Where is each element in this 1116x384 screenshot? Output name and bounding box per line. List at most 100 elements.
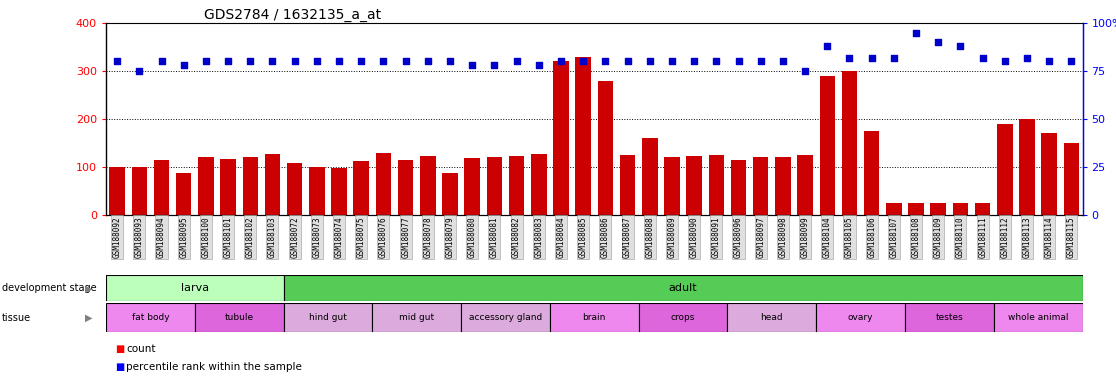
- Text: GSM188103: GSM188103: [268, 216, 277, 258]
- Bar: [886, 203, 902, 215]
- Bar: [1041, 134, 1057, 215]
- Bar: [487, 157, 502, 215]
- Bar: [776, 157, 790, 215]
- Text: GSM188100: GSM188100: [201, 216, 211, 258]
- Bar: [199, 157, 213, 215]
- Point: [641, 58, 658, 65]
- Text: whole animal: whole animal: [1008, 313, 1068, 322]
- Point: [375, 58, 393, 65]
- Text: percentile rank within the sample: percentile rank within the sample: [126, 362, 302, 372]
- Point: [263, 58, 281, 65]
- Text: adult: adult: [668, 283, 698, 293]
- Bar: [731, 160, 747, 215]
- Point: [685, 58, 703, 65]
- Text: ■: ■: [115, 362, 124, 372]
- Text: GSM188113: GSM188113: [1022, 216, 1031, 258]
- Bar: [109, 167, 125, 215]
- Text: GSM188089: GSM188089: [667, 216, 676, 258]
- Bar: [154, 160, 170, 215]
- Text: GSM188082: GSM188082: [512, 216, 521, 258]
- Text: GSM188087: GSM188087: [623, 216, 632, 258]
- Text: GSM188083: GSM188083: [535, 216, 543, 258]
- Text: GSM188079: GSM188079: [445, 216, 454, 258]
- Bar: [331, 168, 347, 215]
- Point: [396, 58, 414, 65]
- Point: [353, 58, 371, 65]
- Bar: [816, 303, 905, 332]
- Text: GSM188072: GSM188072: [290, 216, 299, 258]
- Bar: [664, 157, 680, 215]
- Text: GSM188090: GSM188090: [690, 216, 699, 258]
- Bar: [905, 303, 993, 332]
- Text: count: count: [126, 344, 155, 354]
- Point: [796, 68, 814, 74]
- Point: [775, 58, 792, 65]
- Point: [308, 58, 326, 65]
- Text: larva: larva: [181, 283, 209, 293]
- Text: GDS2784 / 1632135_a_at: GDS2784 / 1632135_a_at: [204, 8, 381, 22]
- Text: GSM188102: GSM188102: [246, 216, 254, 258]
- Text: GSM188078: GSM188078: [423, 216, 432, 258]
- Bar: [283, 275, 1083, 301]
- Point: [863, 55, 881, 61]
- Point: [441, 58, 459, 65]
- Bar: [819, 76, 835, 215]
- Bar: [1019, 119, 1035, 215]
- Point: [730, 58, 748, 65]
- Bar: [220, 159, 235, 215]
- Bar: [195, 303, 283, 332]
- Text: testes: testes: [935, 313, 963, 322]
- Bar: [908, 203, 924, 215]
- Text: head: head: [760, 313, 783, 322]
- Text: GSM188101: GSM188101: [223, 216, 232, 258]
- Bar: [841, 71, 857, 215]
- Text: GSM188112: GSM188112: [1000, 216, 1009, 258]
- Bar: [461, 303, 550, 332]
- Bar: [931, 203, 946, 215]
- Text: brain: brain: [583, 313, 606, 322]
- Text: GSM188091: GSM188091: [712, 216, 721, 258]
- Text: GSM188110: GSM188110: [956, 216, 965, 258]
- Point: [708, 58, 725, 65]
- Bar: [264, 154, 280, 215]
- Text: tissue: tissue: [2, 313, 31, 323]
- Text: development stage: development stage: [2, 283, 97, 293]
- Point: [463, 62, 481, 68]
- Bar: [975, 203, 990, 215]
- Point: [485, 62, 503, 68]
- Point: [818, 43, 836, 49]
- Text: GSM188093: GSM188093: [135, 216, 144, 258]
- Bar: [550, 303, 638, 332]
- Text: GSM188084: GSM188084: [557, 216, 566, 258]
- Bar: [997, 124, 1012, 215]
- Text: GSM188096: GSM188096: [734, 216, 743, 258]
- Bar: [531, 154, 547, 215]
- Text: ▶: ▶: [85, 313, 93, 323]
- Text: GSM188086: GSM188086: [600, 216, 609, 258]
- Text: GSM188097: GSM188097: [757, 216, 766, 258]
- Text: GSM188094: GSM188094: [157, 216, 166, 258]
- Bar: [464, 159, 480, 215]
- Bar: [398, 160, 413, 215]
- Point: [175, 62, 193, 68]
- Bar: [953, 203, 969, 215]
- Text: GSM188077: GSM188077: [401, 216, 410, 258]
- Text: GSM188111: GSM188111: [978, 216, 988, 258]
- Text: ■: ■: [115, 344, 124, 354]
- Point: [1062, 58, 1080, 65]
- Bar: [642, 138, 657, 215]
- Point: [663, 58, 681, 65]
- Bar: [1064, 143, 1079, 215]
- Point: [219, 58, 237, 65]
- Bar: [728, 303, 816, 332]
- Bar: [106, 303, 195, 332]
- Bar: [420, 157, 435, 215]
- Text: GSM188107: GSM188107: [889, 216, 898, 258]
- Point: [596, 58, 614, 65]
- Text: hind gut: hind gut: [309, 313, 347, 322]
- Point: [840, 55, 858, 61]
- Text: GSM188085: GSM188085: [579, 216, 588, 258]
- Bar: [309, 167, 325, 215]
- Bar: [597, 81, 613, 215]
- Bar: [686, 157, 702, 215]
